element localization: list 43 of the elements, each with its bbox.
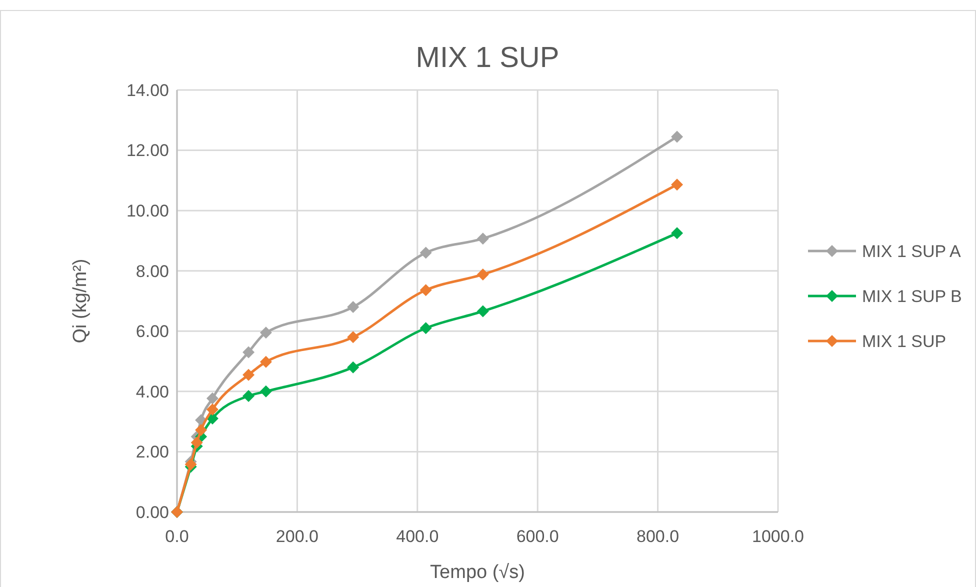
x-axis-title: Tempo (√s) — [430, 562, 525, 583]
x-tick-label: 0.0 — [165, 527, 189, 546]
y-tick-label: 0.00 — [136, 502, 169, 522]
point — [260, 356, 272, 368]
point — [242, 390, 255, 402]
x-tick-label: 400.0 — [396, 527, 439, 546]
y-tick-label: 8.00 — [136, 262, 169, 281]
y-tick-label: 10.00 — [126, 202, 169, 221]
x-tick-label: 1000.0 — [752, 527, 804, 546]
point — [671, 227, 684, 240]
point — [195, 424, 208, 436]
point — [420, 284, 432, 296]
y-tick-label: 14.00 — [126, 80, 169, 100]
legend-label: MIX 1 SUP A — [862, 242, 962, 261]
point — [347, 331, 360, 344]
y-tick-label: 12.00 — [126, 141, 169, 160]
point — [420, 246, 432, 259]
y-tick-label: 4.00 — [136, 382, 169, 402]
point — [476, 268, 489, 280]
point — [420, 322, 432, 334]
x-tick-label: 600.0 — [516, 527, 559, 546]
x-tick-label: 200.0 — [276, 527, 318, 546]
y-tick-label: 2.00 — [136, 442, 169, 462]
legend-label: MIX 1 SUP — [862, 332, 946, 351]
y-tick-label: 6.00 — [136, 322, 169, 342]
point — [260, 385, 272, 398]
point — [190, 436, 203, 449]
point — [476, 305, 489, 318]
legend-label: MIX 1 SUP B — [862, 286, 962, 306]
point — [671, 130, 684, 143]
y-axis-title: Qi (kg/m²) — [70, 258, 91, 344]
point — [476, 232, 489, 245]
point — [260, 326, 272, 339]
point — [242, 368, 255, 381]
point — [206, 392, 218, 404]
point — [671, 178, 684, 191]
point — [206, 404, 218, 416]
point — [184, 458, 197, 470]
point — [242, 346, 255, 358]
x-tick-label: 800.0 — [636, 527, 680, 546]
point — [347, 361, 360, 374]
chart-title: MIX 1 SUP — [416, 42, 560, 74]
point — [347, 301, 360, 314]
